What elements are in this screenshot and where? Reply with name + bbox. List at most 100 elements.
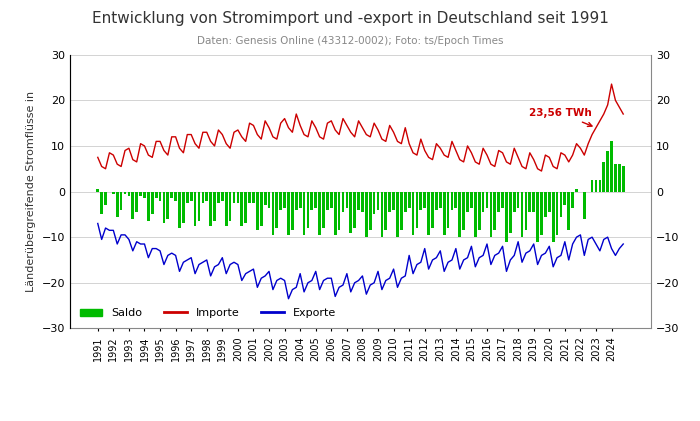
Bar	[272, 192, 274, 235]
Bar	[392, 192, 395, 210]
Line: Importe: Importe	[98, 84, 623, 171]
Bar	[559, 192, 562, 217]
Bar	[174, 192, 177, 201]
Bar	[209, 192, 212, 226]
Bar	[466, 192, 469, 212]
Bar	[132, 192, 134, 219]
Bar	[556, 192, 559, 235]
Bar	[237, 192, 239, 203]
Bar	[155, 192, 158, 198]
Bar	[361, 192, 364, 212]
Exporte	[526, 248, 534, 253]
Bar	[214, 192, 216, 221]
Bar	[373, 192, 375, 214]
Bar	[622, 166, 624, 192]
Bar	[225, 192, 228, 226]
Bar	[202, 192, 204, 203]
Bar	[295, 192, 298, 210]
Bar	[357, 192, 360, 210]
Y-axis label: Länderübergreifende Stromflüsse in: Länderübergreifende Stromflüsse in	[26, 91, 36, 292]
Exporte	[94, 221, 102, 226]
Bar	[299, 192, 302, 208]
Bar	[540, 192, 543, 235]
Bar	[482, 192, 484, 212]
Bar	[284, 192, 286, 208]
Bar	[147, 192, 150, 221]
Bar	[322, 192, 325, 228]
Bar	[159, 192, 162, 201]
Bar	[454, 192, 457, 208]
Bar	[462, 192, 465, 230]
Exporte	[300, 289, 308, 294]
Bar	[419, 192, 422, 210]
Bar	[614, 164, 617, 192]
Bar	[427, 192, 430, 235]
Bar	[497, 192, 500, 212]
Exporte	[619, 242, 627, 247]
Bar	[127, 192, 130, 196]
Bar	[424, 192, 426, 208]
Bar	[494, 192, 496, 230]
Bar	[287, 192, 290, 235]
Importe	[296, 123, 304, 128]
Bar	[544, 192, 547, 217]
Bar	[521, 192, 524, 237]
Exporte	[592, 242, 600, 247]
Bar	[552, 192, 554, 242]
Bar	[342, 192, 344, 212]
Exporte	[284, 296, 293, 301]
Legend: Saldo, Importe, Exporte: Saldo, Importe, Exporte	[76, 304, 340, 323]
Bar	[517, 192, 519, 208]
Bar	[276, 192, 278, 228]
Text: Daten: Genesis Online (43312-0002); Foto: ts/Epoch Times: Daten: Genesis Online (43312-0002); Foto…	[197, 36, 503, 46]
Bar	[594, 180, 597, 192]
Importe	[592, 125, 600, 130]
Bar	[618, 164, 621, 192]
Bar	[330, 192, 332, 208]
Bar	[139, 192, 142, 196]
Bar	[505, 192, 508, 242]
Bar	[369, 192, 372, 230]
Bar	[279, 192, 282, 210]
Bar	[302, 192, 305, 235]
Bar	[389, 192, 391, 212]
Bar	[536, 192, 539, 242]
Bar	[412, 192, 414, 235]
Bar	[396, 192, 399, 237]
Bar	[564, 192, 566, 205]
Bar	[318, 192, 321, 235]
Bar	[486, 192, 489, 208]
Bar	[194, 192, 197, 226]
Bar	[591, 180, 594, 192]
Bar	[112, 192, 115, 194]
Bar	[143, 192, 146, 198]
Bar	[178, 192, 181, 228]
Bar	[197, 192, 200, 221]
Bar	[190, 192, 193, 201]
Bar	[97, 189, 99, 192]
Bar	[470, 192, 473, 208]
Importe	[518, 164, 526, 169]
Bar	[229, 192, 232, 221]
Bar	[610, 141, 613, 192]
Bar	[458, 192, 461, 237]
Bar	[439, 192, 442, 208]
Bar	[404, 192, 407, 212]
Bar	[307, 192, 309, 228]
Bar	[365, 192, 368, 237]
Bar	[474, 192, 477, 237]
Bar	[244, 192, 247, 224]
Bar	[291, 192, 294, 230]
Bar	[346, 192, 348, 208]
Bar	[583, 192, 586, 219]
Bar	[509, 192, 512, 232]
Bar	[326, 192, 329, 210]
Bar	[381, 192, 384, 237]
Bar	[167, 192, 169, 219]
Bar	[170, 192, 173, 198]
Bar	[524, 192, 527, 230]
Bar	[489, 192, 492, 237]
Bar	[314, 192, 317, 208]
Bar	[349, 192, 352, 232]
Bar	[124, 192, 127, 194]
